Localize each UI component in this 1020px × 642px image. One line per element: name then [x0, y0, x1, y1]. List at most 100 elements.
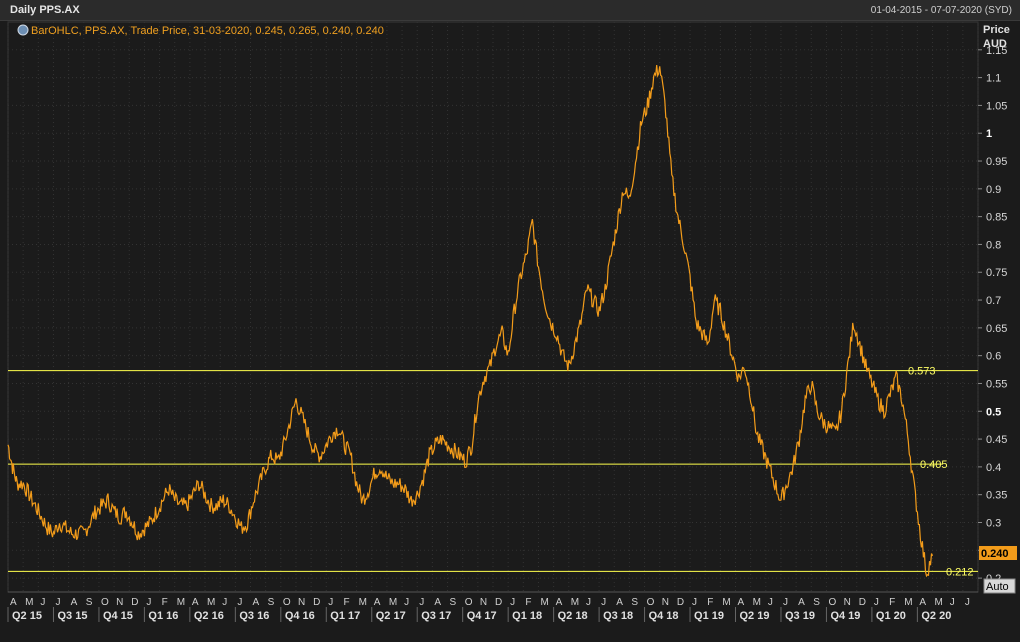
y-axis-label-unit: AUD	[983, 38, 1007, 50]
price-series	[7, 64, 934, 578]
x-month-label: A	[434, 597, 441, 608]
x-month-label: J	[874, 597, 879, 608]
x-month-label: M	[935, 597, 943, 608]
x-month-label: O	[828, 597, 836, 608]
x-month-label: D	[859, 597, 866, 608]
x-month-label: J	[510, 597, 515, 608]
x-month-label: M	[540, 597, 548, 608]
x-month-label: J	[419, 597, 424, 608]
x-month-label: D	[131, 597, 138, 608]
x-month-label: N	[662, 597, 669, 608]
x-quarter-label: Q4 17	[467, 610, 497, 622]
y-axis-label-price: Price	[983, 24, 1010, 36]
x-month-label: F	[525, 597, 531, 608]
chart-title: Daily PPS.AX	[10, 4, 80, 16]
y-tick-label: 0.45	[986, 434, 1007, 446]
x-month-label: O	[647, 597, 655, 608]
horizontal-lines: 0.573 0.405 0.212	[8, 366, 978, 578]
y-tick-label: 0.75	[986, 267, 1007, 279]
x-month-label: J	[586, 597, 591, 608]
x-month-label: J	[55, 597, 60, 608]
x-month-label: S	[86, 597, 93, 608]
x-quarter-label: Q2 16	[194, 610, 224, 622]
x-month-label: M	[25, 597, 33, 608]
x-month-label: J	[965, 597, 970, 608]
y-tick-label: 1	[986, 128, 992, 140]
x-quarter-label: Q1 19	[694, 610, 724, 622]
x-month-label: M	[207, 597, 215, 608]
x-month-label: J	[222, 597, 227, 608]
x-month-label: F	[889, 597, 895, 608]
legend-text: BarOHLC, PPS.AX, Trade Price, 31-03-2020…	[31, 25, 384, 37]
x-quarter-label: Q3 16	[239, 610, 269, 622]
auto-button[interactable]: Auto	[983, 578, 1016, 594]
x-quarter-label: Q1 16	[148, 610, 178, 622]
y-tick-label: 0.65	[986, 323, 1007, 335]
x-month-label: M	[177, 597, 185, 608]
legend: BarOHLC, PPS.AX, Trade Price, 31-03-2020…	[17, 24, 384, 37]
x-month-label: N	[116, 597, 123, 608]
x-quarter-label: Q1 18	[512, 610, 542, 622]
reference-line-label: 0.405	[920, 459, 948, 471]
x-month-label: M	[904, 597, 912, 608]
y-tick-label: 0.7	[986, 295, 1001, 307]
x-month-label: F	[162, 597, 168, 608]
legend-icon[interactable]	[17, 24, 29, 36]
last-price-marker: 0.240	[979, 546, 1017, 560]
reference-line-label: 0.212	[946, 566, 974, 578]
auto-button-label: Auto	[986, 581, 1009, 593]
x-month-label: F	[343, 597, 349, 608]
x-month-label: J	[328, 597, 333, 608]
x-quarter-label: Q2 17	[376, 610, 406, 622]
x-quarter-label: Q4 16	[285, 610, 315, 622]
y-tick-label: 0.3	[986, 517, 1001, 529]
x-quarter-label: Q2 15	[12, 610, 42, 622]
y-tick-label: 0.6	[986, 351, 1001, 363]
y-tick-label: 0.9	[986, 184, 1001, 196]
price-line	[7, 64, 934, 578]
x-month-label: J	[601, 597, 606, 608]
x-month-label: J	[404, 597, 409, 608]
x-quarter-label: Q2 18	[558, 610, 588, 622]
x-month-label: A	[616, 597, 623, 608]
y-tick-label: 0.35	[986, 490, 1007, 502]
x-month-label: O	[283, 597, 291, 608]
x-quarter-label: Q3 17	[421, 610, 451, 622]
y-tick-label: 1.15	[986, 45, 1007, 57]
x-month-label: M	[753, 597, 761, 608]
y-tick-label: 0.85	[986, 212, 1007, 224]
x-month-label: J	[783, 597, 788, 608]
y-tick-label: 0.8	[986, 239, 1001, 251]
x-quarter-label: Q2 19	[740, 610, 770, 622]
y-tick-label: 0.55	[986, 378, 1007, 390]
x-month-label: M	[722, 597, 730, 608]
x-month-label: J	[40, 597, 45, 608]
x-month-label: J	[692, 597, 697, 608]
date-range: 01-04-2015 - 07-07-2020 (SYD)	[870, 5, 1012, 16]
x-month-label: A	[798, 597, 805, 608]
x-month-label: S	[268, 597, 275, 608]
x-month-label: O	[101, 597, 109, 608]
x-month-label: N	[844, 597, 851, 608]
x-month-label: A	[10, 597, 17, 608]
grid	[7, 21, 979, 593]
x-month-label: N	[298, 597, 305, 608]
x-quarter-label: Q4 18	[649, 610, 679, 622]
x-month-label: S	[450, 597, 457, 608]
x-month-label: A	[71, 597, 78, 608]
x-month-label: D	[313, 597, 320, 608]
x-month-label: A	[192, 597, 199, 608]
last-price-label: 0.240	[981, 548, 1009, 560]
x-month-label: O	[465, 597, 473, 608]
y-tick-label: 0.95	[986, 156, 1007, 168]
x-month-label: D	[677, 597, 684, 608]
x-month-label: M	[389, 597, 397, 608]
y-tick-label: 1.1	[986, 73, 1001, 85]
x-quarter-label: Q1 17	[330, 610, 360, 622]
x-quarter-label: Q1 20	[876, 610, 906, 622]
x-quarter-label: Q4 15	[103, 610, 133, 622]
reference-line-label: 0.573	[908, 366, 936, 378]
y-tick-label: 1.05	[986, 100, 1007, 112]
